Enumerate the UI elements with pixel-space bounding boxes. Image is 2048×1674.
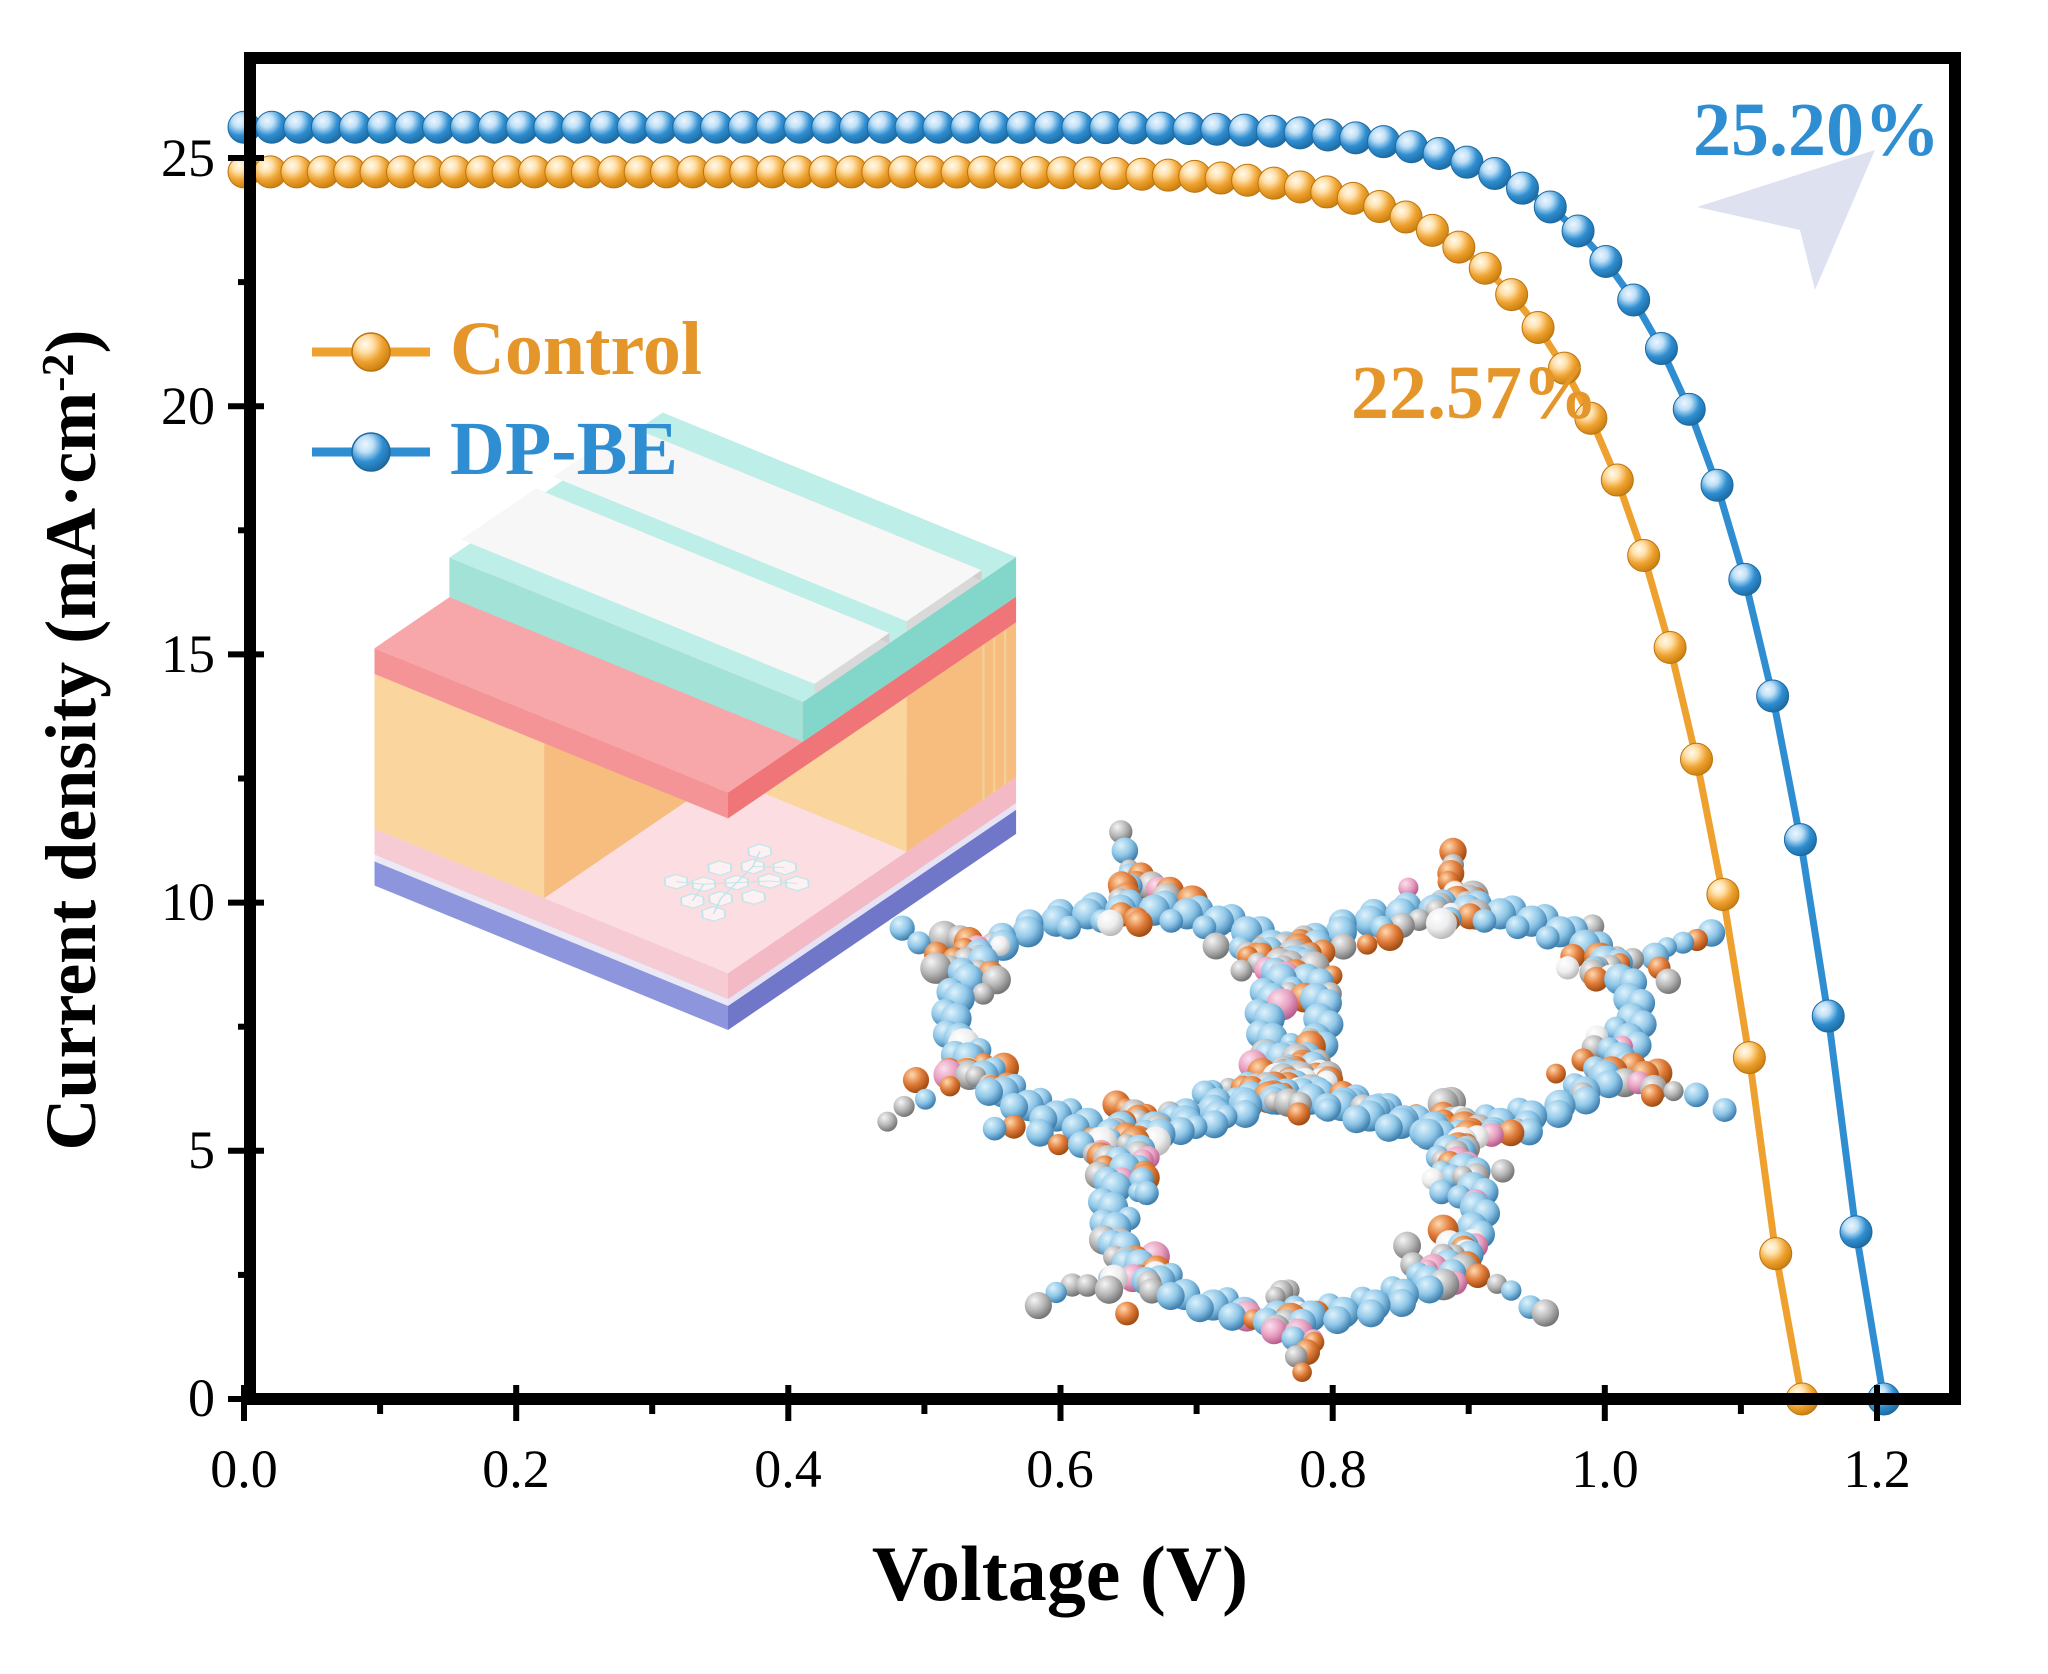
- svg-text:25.20%: 25.20%: [1693, 88, 1940, 172]
- svg-text:5: 5: [188, 1120, 215, 1180]
- svg-text:DP-BE: DP-BE: [450, 407, 678, 491]
- svg-text:1.2: 1.2: [1843, 1439, 1911, 1499]
- svg-text:0.2: 0.2: [482, 1439, 550, 1499]
- svg-text:0.0: 0.0: [210, 1439, 278, 1499]
- svg-text:0.4: 0.4: [754, 1439, 822, 1499]
- svg-text:15: 15: [161, 624, 215, 684]
- svg-text:0.6: 0.6: [1026, 1439, 1094, 1499]
- svg-text:Voltage (V): Voltage (V): [872, 1530, 1248, 1617]
- svg-text:0: 0: [188, 1368, 215, 1428]
- svg-text:1.0: 1.0: [1571, 1439, 1639, 1499]
- svg-text:Control: Control: [450, 307, 702, 391]
- svg-text:20: 20: [161, 376, 215, 436]
- svg-text:0.8: 0.8: [1299, 1439, 1367, 1499]
- svg-text:25: 25: [161, 128, 215, 188]
- svg-text:10: 10: [161, 872, 215, 932]
- svg-text:Current density (mA·cm-2): Current density (mA·cm-2): [31, 330, 111, 1151]
- svg-text:22.57%: 22.57%: [1351, 351, 1598, 435]
